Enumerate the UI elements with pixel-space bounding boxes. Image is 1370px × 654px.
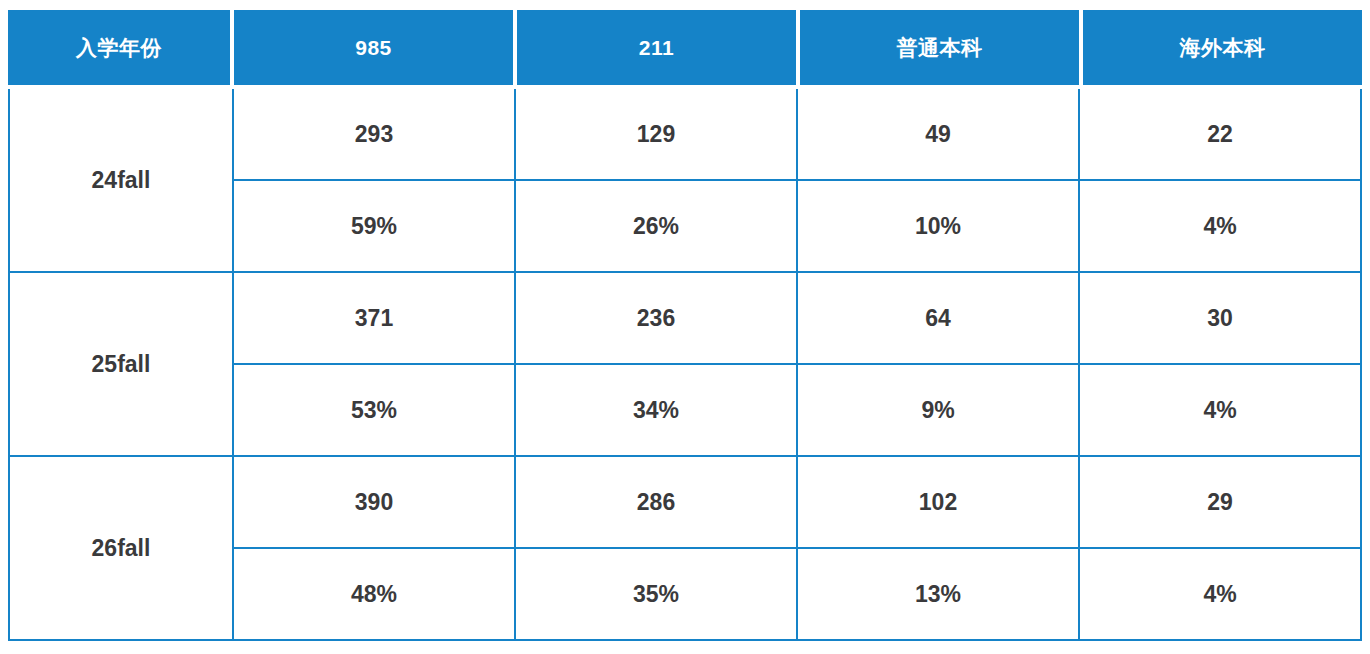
- percent-cell: 59%: [234, 181, 514, 271]
- percent-cell: 53%: [234, 365, 514, 455]
- header-cell-211: 211: [517, 10, 796, 85]
- percent-cell: 9%: [798, 365, 1078, 455]
- percent-cell: 35%: [516, 549, 796, 639]
- table-header-row: 入学年份 985 211 普通本科 海外本科: [8, 10, 1362, 85]
- percent-cell: 34%: [516, 365, 796, 455]
- count-cell: 22: [1080, 89, 1360, 179]
- count-cell: 30: [1080, 273, 1360, 363]
- count-cell: 129: [516, 89, 796, 179]
- percent-cell: 4%: [1080, 549, 1360, 639]
- count-cell: 371: [234, 273, 514, 363]
- header-cell-985: 985: [234, 10, 513, 85]
- count-cell: 390: [234, 457, 514, 547]
- admissions-table: 入学年份 985 211 普通本科 海外本科 24fall 293 129 49…: [8, 10, 1362, 641]
- count-cell: 286: [516, 457, 796, 547]
- header-cell-overseas-undergrad: 海外本科: [1083, 10, 1362, 85]
- header-cell-enrollment-year: 入学年份: [8, 10, 230, 85]
- count-cell: 64: [798, 273, 1078, 363]
- year-cell-26fall: 26fall: [10, 457, 232, 639]
- header-cell-regular-undergrad: 普通本科: [800, 10, 1079, 85]
- count-cell: 293: [234, 89, 514, 179]
- percent-cell: 4%: [1080, 365, 1360, 455]
- count-cell: 236: [516, 273, 796, 363]
- table-body: 24fall 293 129 49 22 59% 26% 10% 4% 25fa…: [8, 89, 1362, 641]
- percent-cell: 10%: [798, 181, 1078, 271]
- percent-cell: 48%: [234, 549, 514, 639]
- count-cell: 49: [798, 89, 1078, 179]
- count-cell: 102: [798, 457, 1078, 547]
- year-cell-24fall: 24fall: [10, 89, 232, 271]
- percent-cell: 4%: [1080, 181, 1360, 271]
- count-cell: 29: [1080, 457, 1360, 547]
- year-cell-25fall: 25fall: [10, 273, 232, 455]
- percent-cell: 13%: [798, 549, 1078, 639]
- percent-cell: 26%: [516, 181, 796, 271]
- page: 入学年份 985 211 普通本科 海外本科 24fall 293 129 49…: [0, 0, 1370, 654]
